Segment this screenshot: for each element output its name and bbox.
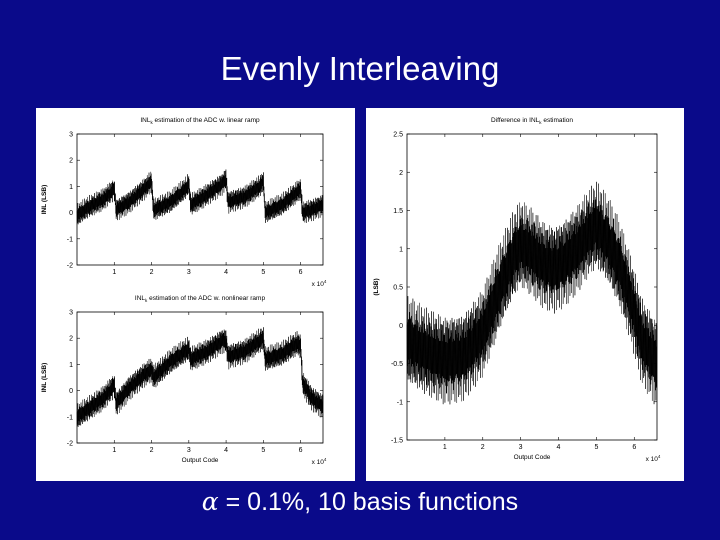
y-tick-label: 0 [69,210,73,217]
y-tick-label: 1 [69,362,73,369]
x-axis-label: Output Code [514,454,551,461]
chart-title-rest: estimation of the ADC w. nonlinear ramp [147,295,265,302]
y-axis-label: INL (LSB) [41,363,48,393]
y-tick-label: 1 [399,246,403,253]
x-tick-label: 2 [150,447,154,454]
y-tick-label: -1.5 [391,438,403,445]
y-tick-label: 0.5 [393,285,403,292]
x-tick-label: 5 [261,269,265,276]
y-tick-label: -2 [67,441,73,448]
data-series-line [76,169,324,225]
y-tick-label: -0.5 [391,361,403,368]
right-figure-svg: Difference in INLk estimation 1 2 3 4 5 6 -1.5 -… [373,117,661,463]
data-series-line [406,181,658,405]
chart-title-rest: estimation of the ADC w. linear ramp [153,117,260,124]
chart-title-subscript: k [539,120,542,125]
left-figure-svg: INLk estimation of the ADC w. linear ram… [41,117,327,466]
chart-title-subscript: k [145,298,148,303]
chart-title: INLk estimation of the ADC w. linear ram… [140,117,260,125]
y-tick-label: -1 [67,414,73,421]
chart-title: Difference in INLk estimation [491,117,573,125]
left-figure-panel: INLk estimation of the ADC w. linear ram… [36,108,355,481]
x-tick-label: 2 [481,444,485,451]
x-tick-label: 1 [112,269,116,276]
caption-text: = 0.1%, 10 basis functions [218,488,519,516]
x-tick-label: 2 [150,269,154,276]
y-tick-label: -1 [67,236,73,243]
x-axis-multiplier-base: x 10 [646,456,659,463]
y-axis-label: INL (LSB) [41,185,48,215]
x-axis-multiplier-exponent: 4 [658,454,661,459]
chart-nonlinear-ramp: INLk estimation of the ADC w. nonlinear … [41,295,327,466]
plot-frame [76,133,324,266]
x-tick-label: 4 [557,444,561,451]
y-tick-label: 2.5 [393,132,403,139]
chart-title-subscript: k [150,120,153,125]
x-tick-label: 6 [299,447,303,454]
y-tick-label: 0 [399,323,403,330]
x-axis-multiplier-base: x 10 [312,281,325,288]
chart-title-main: INL [140,117,151,124]
x-tick-label: 1 [112,447,116,454]
x-tick-label: 4 [224,447,228,454]
y-tick-label: 1.5 [393,208,403,215]
data-series-line [76,327,324,427]
slide-title: Evenly Interleaving [220,50,500,87]
chart-difference: Difference in INLk estimation 1 2 3 4 5 6 -1.5 -… [373,117,661,463]
chart-title-main: Difference in INL [491,117,540,124]
x-axis-multiplier-exponent: 4 [324,279,327,284]
y-tick-label: -2 [67,263,73,270]
y-tick-label: 3 [69,310,73,317]
plot-frame [406,133,658,441]
x-axis-multiplier: x 104 [312,457,327,466]
y-tick-label: -1 [397,399,403,406]
slide-caption: α = 0.1%, 10 basis functions [0,487,720,517]
alpha-symbol: α [201,487,219,516]
x-tick-label: 1 [443,444,447,451]
x-tick-label: 4 [224,269,228,276]
plot-frame [76,311,324,444]
x-tick-label: 6 [632,444,636,451]
y-axis-label: (LSB) [373,278,380,295]
y-tick-label: 2 [69,336,73,343]
x-tick-label: 3 [187,447,191,454]
x-axis-multiplier: x 104 [646,454,661,463]
x-tick-label: 6 [299,269,303,276]
y-tick-label: 2 [399,170,403,177]
right-figure-panel: Difference in INLk estimation 1 2 3 4 5 6 -1.5 -… [366,108,684,481]
y-tick-label: 1 [69,184,73,191]
x-tick-label: 3 [519,444,523,451]
x-axis-multiplier-exponent: 4 [324,457,327,462]
y-tick-label: 0 [69,388,73,395]
x-tick-label: 3 [187,269,191,276]
chart-title-rest: estimation [542,117,574,124]
y-tick-label: 2 [69,158,73,165]
x-axis-multiplier-base: x 10 [312,459,325,466]
chart-title: INLk estimation of the ADC w. nonlinear … [135,295,266,303]
chart-title-main: INL [135,295,146,302]
x-axis-multiplier: x 104 [312,279,327,288]
y-tick-label: 3 [69,132,73,139]
chart-linear-ramp: INLk estimation of the ADC w. linear ram… [41,117,327,288]
x-tick-label: 5 [261,447,265,454]
x-axis-label: Output Code [182,457,219,464]
x-tick-label: 5 [594,444,598,451]
